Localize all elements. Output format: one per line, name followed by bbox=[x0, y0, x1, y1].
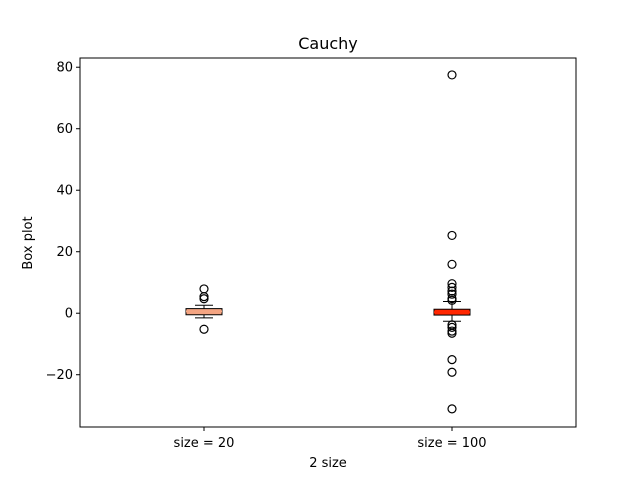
y-tick-label: 40 bbox=[56, 184, 73, 199]
y-tick-label: −20 bbox=[46, 368, 73, 383]
y-axis-label: Box plot bbox=[21, 216, 36, 269]
outlier-point bbox=[447, 230, 457, 241]
x-tick-label: size = 100 bbox=[417, 436, 486, 451]
outlier-point bbox=[447, 322, 457, 332]
outlier-point bbox=[199, 284, 209, 294]
outlier-point bbox=[447, 404, 457, 414]
outlier-point bbox=[199, 324, 209, 334]
outlier-point bbox=[447, 282, 457, 292]
x-axis-label: 2 size bbox=[309, 456, 347, 471]
chart-title: Cauchy bbox=[298, 34, 358, 53]
outlier-point bbox=[447, 259, 457, 269]
outlier-point bbox=[447, 70, 457, 80]
outlier-point bbox=[447, 355, 457, 365]
outlier-point bbox=[447, 367, 457, 377]
outlier-point bbox=[447, 279, 457, 289]
outlier-point bbox=[447, 295, 457, 305]
y-tick-label: 0 bbox=[65, 307, 73, 322]
outlier-point bbox=[447, 289, 457, 299]
outlier-point bbox=[447, 328, 457, 338]
y-tick-label: 80 bbox=[56, 61, 73, 76]
x-tick-label: size = 20 bbox=[174, 436, 235, 451]
y-tick-label: 20 bbox=[56, 245, 73, 260]
plot-area: −20 0 20 40 60 80 size = 20 size = 100 bbox=[46, 57, 577, 451]
outlier-point bbox=[447, 286, 457, 296]
outlier-point bbox=[199, 294, 209, 304]
plot-frame bbox=[79, 57, 577, 428]
y-tick-label: 60 bbox=[56, 122, 73, 137]
